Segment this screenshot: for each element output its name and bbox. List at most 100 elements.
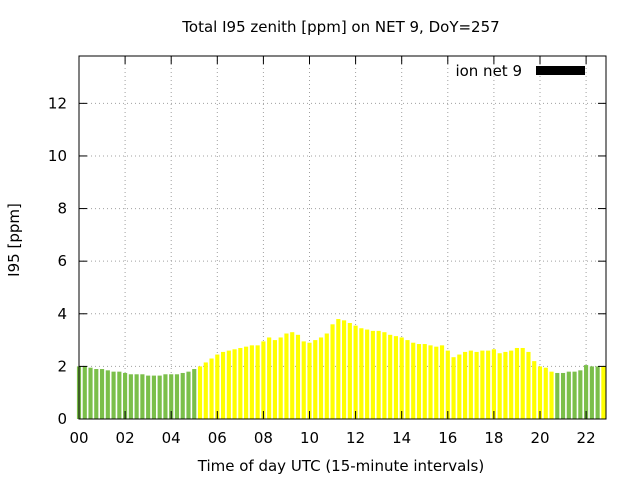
x-tick-label: 14	[392, 429, 411, 447]
bar	[232, 349, 237, 419]
bar	[480, 350, 485, 419]
bar	[439, 345, 445, 419]
bar	[445, 350, 450, 419]
x-axis-label: Time of day UTC (15-minute intervals)	[197, 457, 484, 475]
y-tick-label: 4	[57, 305, 67, 323]
x-tick-label: 08	[254, 429, 273, 447]
bar	[468, 350, 473, 419]
legend-label: ion net 9	[455, 62, 522, 80]
bar	[226, 350, 231, 419]
x-tick-label: 06	[208, 429, 227, 447]
bar	[295, 334, 301, 419]
bar	[560, 372, 566, 419]
bar	[272, 340, 277, 419]
bar	[532, 361, 537, 419]
bar	[88, 367, 93, 419]
bar	[290, 332, 295, 419]
bar	[255, 345, 260, 419]
bar	[330, 324, 335, 419]
bar	[595, 366, 600, 419]
bar	[365, 329, 370, 419]
bar	[347, 322, 352, 419]
grid	[79, 56, 606, 419]
bar	[220, 351, 226, 419]
bar	[197, 366, 203, 419]
bar	[111, 371, 116, 419]
bar	[537, 366, 543, 419]
x-tick-label: 12	[346, 429, 365, 447]
bar	[336, 319, 341, 419]
bar	[342, 320, 347, 419]
bar	[393, 336, 399, 419]
x-tick-label: 04	[162, 429, 181, 447]
bar	[572, 371, 577, 419]
bar	[491, 349, 496, 419]
y-tick-label: 6	[57, 252, 67, 270]
bar	[324, 333, 329, 419]
bar	[486, 350, 491, 419]
bar	[601, 366, 606, 419]
bar	[566, 371, 571, 419]
bar	[589, 366, 594, 419]
bar	[163, 374, 168, 419]
y-tick-label: 10	[48, 147, 67, 165]
bar	[82, 366, 87, 419]
bar	[105, 370, 110, 419]
bar	[497, 353, 502, 419]
bar	[578, 370, 583, 419]
bar	[301, 341, 306, 419]
bar	[318, 337, 324, 419]
bar	[244, 346, 249, 419]
bar	[457, 354, 462, 419]
x-tick-label: 18	[484, 429, 503, 447]
bar	[307, 342, 312, 419]
bar	[399, 337, 404, 419]
bars	[76, 319, 606, 419]
y-tick-label: 12	[48, 94, 67, 112]
y-tick-label: 0	[57, 410, 67, 428]
bar	[503, 351, 508, 419]
bar	[267, 337, 272, 419]
legend: ion net 9	[455, 62, 585, 80]
bar	[238, 347, 243, 419]
x-tick-label: 02	[116, 429, 135, 447]
x-tick-label: 16	[438, 429, 457, 447]
bar	[186, 371, 191, 419]
bar	[249, 345, 254, 419]
plot-frame	[78, 55, 607, 420]
chart-title: Total I95 zenith [ppm] on NET 9, DoY=257	[181, 18, 499, 36]
x-tick-label: 22	[577, 429, 596, 447]
bar	[370, 330, 375, 419]
bar	[428, 345, 433, 419]
bar	[278, 337, 283, 419]
bar	[203, 362, 208, 419]
bar	[520, 347, 525, 419]
bar	[549, 371, 554, 419]
bar	[117, 371, 122, 419]
bar	[434, 346, 439, 419]
bar	[514, 347, 520, 419]
bar	[128, 374, 133, 419]
bar	[215, 354, 220, 419]
bar	[123, 372, 128, 419]
bar	[382, 332, 387, 419]
bar	[451, 357, 456, 419]
bar	[422, 344, 427, 419]
bar	[474, 351, 479, 419]
bar	[209, 358, 214, 419]
y-axis-label: I95 [ppm]	[5, 203, 23, 277]
x-tick-label: 20	[530, 429, 549, 447]
bar	[151, 375, 156, 419]
bar	[313, 340, 318, 419]
x-tick-label: 10	[300, 429, 319, 447]
bar	[509, 350, 514, 419]
bar	[284, 333, 289, 419]
y-tick-label: 2	[57, 357, 67, 375]
bar	[174, 374, 180, 419]
bar	[526, 351, 531, 419]
x-tick-label: 00	[69, 429, 88, 447]
bar	[157, 375, 162, 419]
bar	[359, 328, 364, 419]
bar	[416, 344, 422, 419]
